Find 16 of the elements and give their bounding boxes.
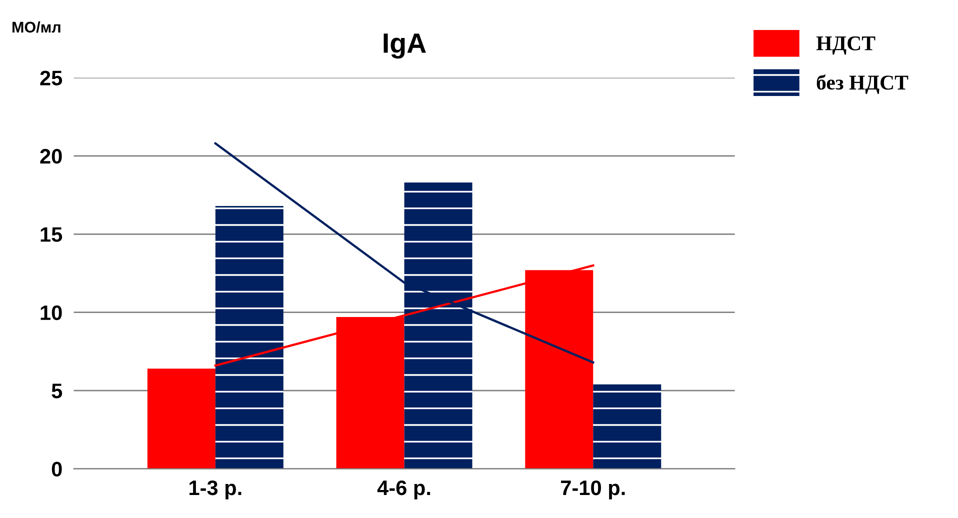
- y-tick-label: 15: [40, 227, 62, 242]
- y-tick-label: 5: [52, 384, 62, 398]
- x-tick-label: 7-10 р.: [561, 480, 625, 500]
- x-tick-label: 4-6 р.: [377, 480, 430, 500]
- y-tick-label: 0: [52, 462, 62, 477]
- y-axis-title: МО/мл: [12, 21, 60, 33]
- y-tick-label: 20: [40, 148, 62, 164]
- x-tick-label: 1-3 р.: [190, 480, 242, 500]
- legend-label: НДСТ: [816, 36, 876, 55]
- y-tick-label: 25: [40, 70, 62, 86]
- y-tick-label: 10: [40, 305, 62, 320]
- bar: [404, 182, 472, 469]
- bar: [215, 206, 284, 469]
- chart-title: IgA: [384, 34, 426, 59]
- bar: [593, 384, 662, 469]
- legend-label: без НДСТ: [816, 74, 908, 94]
